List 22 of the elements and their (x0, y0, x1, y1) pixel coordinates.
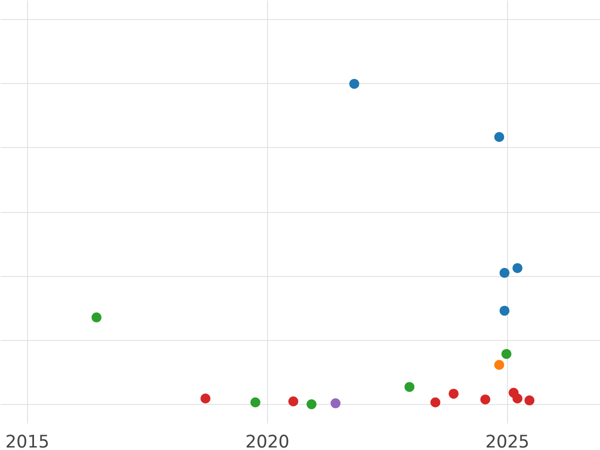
point (512, 394, 522, 404)
point (500, 306, 510, 316)
point (430, 397, 440, 408)
x-tick-label: 2020 (245, 432, 290, 450)
point (404, 382, 414, 392)
x-tick-label: 2025 (485, 432, 530, 450)
point (494, 360, 504, 370)
point (448, 388, 459, 399)
x-tick-label: 2015 (5, 432, 50, 450)
point (524, 395, 534, 406)
point (200, 394, 210, 404)
point (92, 312, 102, 322)
point (288, 396, 298, 406)
point (349, 78, 360, 89)
point (500, 268, 510, 278)
point (512, 263, 522, 274)
point (250, 397, 260, 408)
point (480, 394, 490, 404)
point (330, 398, 341, 408)
point (494, 132, 504, 142)
point (306, 399, 317, 410)
point (501, 348, 512, 359)
